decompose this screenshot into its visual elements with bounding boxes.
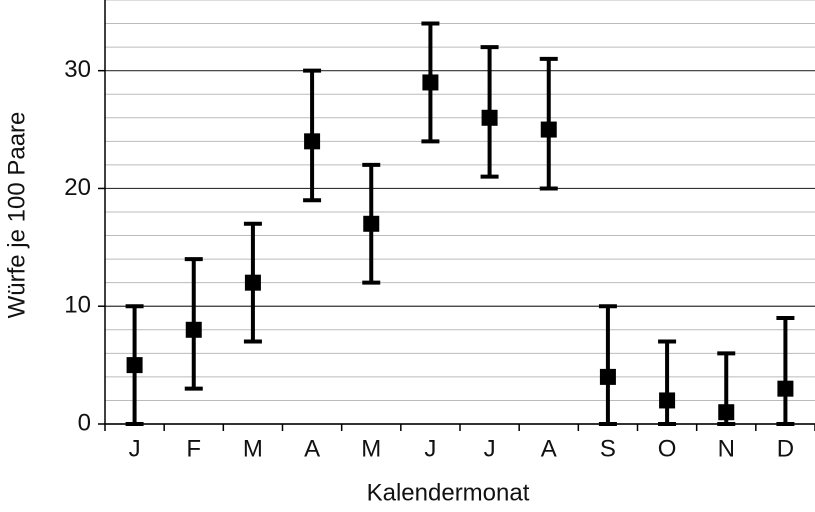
x-tick-label: A [541,435,557,462]
x-tick-label: J [424,435,436,462]
x-tick-label: S [600,435,616,462]
y-tick-label: 0 [78,409,91,436]
x-tick-label: J [129,435,141,462]
marker [185,321,202,338]
marker [126,357,143,374]
marker [777,380,794,397]
x-axis-label: Kalendermonat [367,479,530,506]
x-tick-label: N [718,435,735,462]
x-tick-label: D [777,435,794,462]
marker [304,133,321,150]
x-tick-label: M [243,435,263,462]
marker [659,392,676,409]
marker [363,215,380,232]
x-tick-label: J [484,435,496,462]
marker [422,74,439,91]
y-tick-label: 30 [64,56,91,83]
marker [244,274,261,291]
y-tick-label: 20 [64,174,91,201]
y-tick-label: 10 [64,292,91,319]
x-tick-label: M [361,435,381,462]
marker [540,121,557,138]
marker [599,368,616,385]
x-tick-label: F [186,435,201,462]
marker [718,404,735,421]
y-axis-label: Würfe je 100 Paare [3,112,30,319]
x-tick-label: O [658,435,677,462]
x-tick-label: A [304,435,320,462]
marker [481,109,498,126]
